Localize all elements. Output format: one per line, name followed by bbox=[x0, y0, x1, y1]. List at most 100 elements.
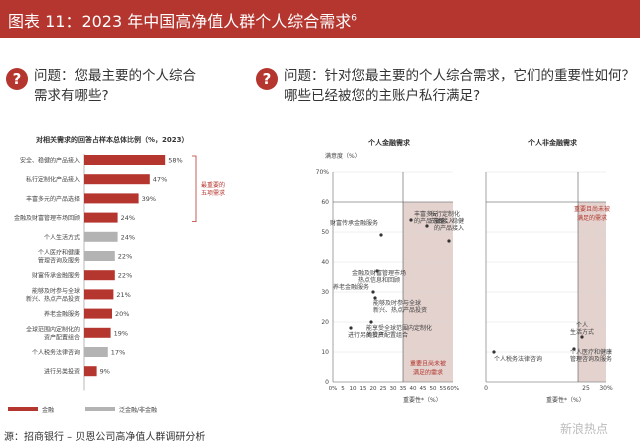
bar-value-label: 24% bbox=[121, 214, 135, 222]
bar-value-label: 58% bbox=[168, 157, 182, 165]
bar-1 bbox=[84, 155, 166, 165]
scatter-point-label: 养老金融服务 bbox=[333, 283, 369, 291]
x-tick-label: 0% bbox=[329, 386, 338, 392]
scatter-point-label: 热点信息和回顾 bbox=[358, 276, 400, 284]
bar-value-label: 39% bbox=[142, 195, 156, 203]
bar-value-label: 9% bbox=[100, 368, 110, 376]
scatter-point-label: 的产品接入 bbox=[434, 224, 464, 232]
x-tick-label: 30% bbox=[599, 385, 613, 392]
bar-category-label: 丰富多元的产品选择 bbox=[26, 195, 80, 203]
legend-label-nonfinancial: 泛金融/非金融 bbox=[119, 406, 157, 414]
y-tick-label: 60 bbox=[321, 199, 329, 206]
legend-swatch-nonfinancial bbox=[85, 407, 115, 411]
watermark: 新浪热点 bbox=[560, 422, 609, 436]
scatter-point bbox=[572, 347, 576, 351]
source-note: 源：招商银行 – 贝恩公司高净值人群调研分析 bbox=[4, 432, 206, 443]
figure-title: 图表 11：2023 年中国高净值人群个人综合需求6 bbox=[8, 12, 357, 31]
x-tick-label: 60% bbox=[447, 386, 459, 392]
x-axis-title: 重要性*（%） bbox=[403, 396, 442, 404]
bar-11 bbox=[84, 347, 108, 357]
x-tick-label: 5 bbox=[341, 386, 345, 392]
quadrant-label: 满足的需求 bbox=[413, 369, 443, 377]
x-tick-label: 25 bbox=[380, 386, 387, 392]
question-icon: ? bbox=[256, 68, 278, 90]
top-five-bracket-label: 五项需求 bbox=[201, 189, 225, 197]
bar-category-label: 私行定制化产品接入 bbox=[26, 176, 80, 184]
scatter-financial-title: 个人金融需求 bbox=[368, 139, 410, 147]
bar-category-label: 管理咨询及服务 bbox=[38, 257, 80, 265]
scatter-point bbox=[369, 320, 373, 324]
bar-category-label: 能够及时参与全球 bbox=[32, 287, 80, 295]
bar-4 bbox=[84, 212, 118, 223]
bar-category-label: 个人税务法律咨询 bbox=[32, 349, 80, 357]
x-tick-label: 55 bbox=[440, 386, 447, 392]
x-tick-label: 25 bbox=[582, 385, 590, 392]
bar-category-label: 安全、稳健的产品接入 bbox=[20, 157, 80, 165]
scatter-point-label: 安全、稳健 bbox=[434, 217, 464, 225]
scatter-point bbox=[425, 224, 429, 228]
scatter-point bbox=[492, 350, 496, 354]
right-question: 问题：针对您最主要的个人综合需求，它们的重要性如何？ 哪些已经被您的主账户私行满… bbox=[284, 68, 635, 104]
bar-value-label: 22% bbox=[118, 253, 132, 261]
scatter-point-label: 财富传承金融服务 bbox=[330, 219, 378, 227]
bar-category-label: 全球范围内定制化的 bbox=[26, 325, 80, 333]
bar-2 bbox=[84, 174, 150, 185]
scatter-point-label: 私行定制化 bbox=[430, 210, 460, 218]
bar-value-label: 24% bbox=[121, 233, 135, 241]
y-axis-title: 满意度（%） bbox=[325, 152, 361, 160]
left-question: 问题：您最主要的个人综合 需求有哪些? bbox=[34, 68, 196, 104]
scatter-point-label: 能够及时参与全球 bbox=[373, 299, 421, 307]
bar-7 bbox=[84, 270, 115, 281]
x-tick-label: 20 bbox=[370, 386, 377, 392]
bar-8 bbox=[84, 289, 114, 300]
bar-10 bbox=[84, 327, 111, 338]
bar-value-label: 47% bbox=[153, 176, 167, 184]
bar-category-label: 进行另类投资 bbox=[44, 368, 80, 376]
bar-category-label: 养老金融服务 bbox=[44, 310, 80, 318]
scatter-point bbox=[373, 296, 377, 300]
scatter-point-label: 的资产配置组合 bbox=[366, 331, 408, 339]
bar-value-label: 17% bbox=[111, 349, 125, 357]
top-five-bracket bbox=[192, 155, 197, 222]
header-bar: 图表 11：2023 年中国高净值人群个人综合需求6 bbox=[0, 0, 640, 38]
y-tick-label: 0 bbox=[325, 379, 329, 386]
scatter-point bbox=[371, 290, 375, 294]
bar-3 bbox=[84, 193, 139, 204]
bar-value-label: 19% bbox=[114, 329, 128, 337]
x-tick-label: 15 bbox=[360, 386, 367, 392]
scatter-point-label: 产品接入 bbox=[430, 217, 454, 225]
scatter-point-label: 新兴、热点产品投资 bbox=[373, 306, 427, 314]
scatter-point bbox=[349, 326, 353, 330]
bar-category-label: 新兴、热点产品投资 bbox=[26, 295, 80, 303]
x-tick-label: 30 bbox=[390, 386, 397, 392]
question-icon: ? bbox=[6, 68, 28, 90]
bar-6 bbox=[84, 251, 115, 261]
scatter-point bbox=[379, 233, 383, 237]
bar-value-label: 21% bbox=[116, 291, 130, 299]
bar-category-label: 个人医疗和健康 bbox=[38, 249, 80, 257]
legend-swatch-financial bbox=[8, 407, 38, 411]
quadrant-label: 满足的需求 bbox=[577, 214, 607, 222]
bar-category-label: 资产配置组合 bbox=[44, 333, 80, 341]
y-tick-label: 40 bbox=[321, 259, 329, 266]
scatter-point-label: 个人税务法律咨询 bbox=[494, 355, 542, 363]
x-tick-label: 50 bbox=[430, 386, 437, 392]
scatter-point-label: 进行另类投资 bbox=[348, 331, 384, 339]
x-axis-title: 重要性*（%） bbox=[546, 396, 585, 404]
scatter-point-label: 个人 bbox=[576, 322, 588, 329]
y-tick-label: 20 bbox=[321, 319, 329, 326]
quadrant-label: 重要且尚未被 bbox=[574, 205, 610, 213]
scatter-point-label: 生活方式 bbox=[570, 328, 594, 336]
legend-label-financial: 金融 bbox=[42, 406, 54, 414]
scatter-point-label: 个人医疗和健康 bbox=[570, 348, 612, 356]
scatter-nonfinancial-title: 个人非金融需求 bbox=[528, 139, 577, 147]
footnote-marker: 6 bbox=[351, 13, 357, 24]
scatter-point-label: 丰富多元 bbox=[414, 210, 438, 218]
x-tick-label: 0 bbox=[484, 385, 488, 392]
bar-5 bbox=[84, 231, 118, 242]
bar-chart-title: 对相关需求的回答占样本总体比例（%，2023） bbox=[36, 136, 189, 144]
y-tick-label: 30 bbox=[321, 289, 329, 296]
scatter-point bbox=[375, 269, 379, 273]
x-tick-label: 45 bbox=[420, 386, 427, 392]
